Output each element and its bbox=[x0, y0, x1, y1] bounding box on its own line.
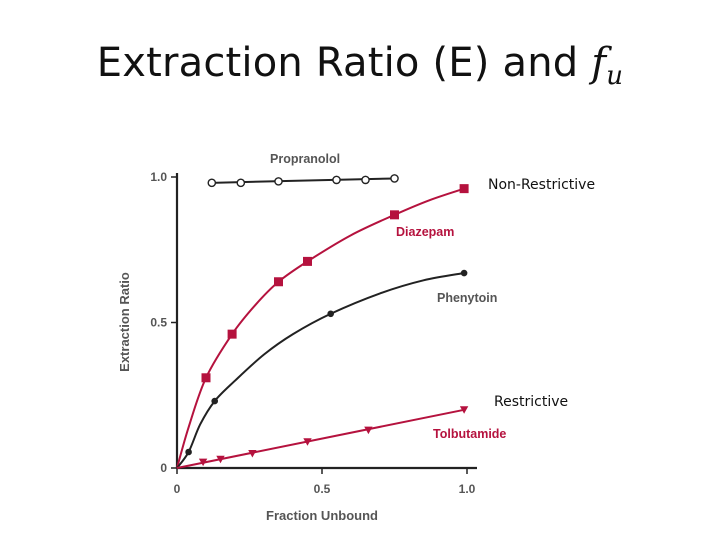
diazepam-point bbox=[274, 277, 283, 287]
phenytoin-point bbox=[460, 269, 468, 277]
annotation-restrictive: Restrictive bbox=[494, 394, 569, 410]
diazepam-point bbox=[201, 373, 211, 383]
tolbutamide-point bbox=[303, 438, 312, 446]
tolbutamide-point bbox=[459, 406, 469, 414]
slide-title-text: Extraction Ratio (E) and bbox=[96, 40, 592, 86]
diazepam-point bbox=[390, 210, 399, 220]
slide-title: Extraction Ratio (E) and fu bbox=[0, 40, 720, 91]
y-axis-title: Extraction Ratio bbox=[117, 272, 132, 372]
slide-title-symbol: f bbox=[591, 40, 607, 86]
x-tick-label: 0.5 bbox=[314, 482, 331, 496]
x-tick-label: 0 bbox=[174, 482, 181, 496]
propranolol-point bbox=[207, 178, 217, 188]
diazepam-label: Diazepam bbox=[396, 225, 454, 239]
propranolol-point bbox=[332, 175, 341, 185]
tolbutamide-point bbox=[216, 455, 225, 464]
tolbutamide-label: Tolbutamide bbox=[433, 427, 506, 441]
tolbutamide-point bbox=[198, 458, 208, 467]
phenytoin-point bbox=[327, 310, 335, 318]
slide-title-subscript: u bbox=[606, 61, 624, 91]
phenytoin-point bbox=[211, 397, 218, 405]
annotation-non-restrictive: Non-Restrictive bbox=[488, 177, 596, 193]
tolbutamide-line bbox=[176, 408, 465, 469]
diazepam-point bbox=[227, 329, 237, 339]
phenytoin-label: Phenytoin bbox=[437, 291, 497, 305]
propranolol-point bbox=[390, 174, 399, 183]
x-tick-label: 1.0 bbox=[459, 482, 476, 496]
tolbutamide-point bbox=[248, 449, 257, 458]
y-tick-label: 0 bbox=[160, 461, 167, 475]
propranolol-point bbox=[236, 178, 246, 188]
propranolol-point bbox=[274, 177, 283, 186]
diazepam-point bbox=[303, 256, 312, 266]
diazepam-point bbox=[459, 184, 469, 194]
propranolol-label: Propranolol bbox=[270, 152, 340, 166]
y-tick-label: 1.0 bbox=[150, 170, 167, 184]
phenytoin-line bbox=[176, 272, 465, 469]
phenytoin-point bbox=[185, 448, 192, 456]
x-axis-title: Fraction Unbound bbox=[266, 508, 378, 523]
propranolol-point bbox=[361, 175, 370, 185]
tolbutamide-point bbox=[364, 426, 373, 435]
y-tick-label: 0.5 bbox=[150, 316, 167, 330]
